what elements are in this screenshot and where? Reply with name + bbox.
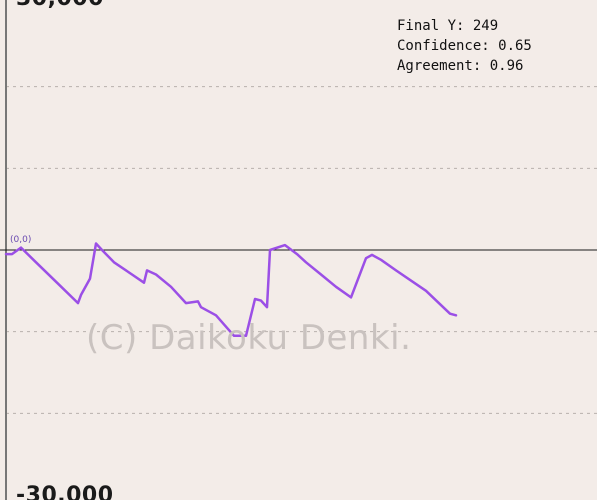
y-tick-label-bottom: -30,000 — [16, 483, 114, 500]
reference-line-label: (0,0) — [10, 235, 32, 245]
readout-panel: Final Y: 249 Confidence: 0.65 Agreement:… — [397, 16, 532, 76]
agreement-readout: Agreement: 0.96 — [397, 58, 524, 74]
grid-lines — [6, 86, 597, 414]
watermark-text: (C) Daikoku Denki. — [86, 318, 412, 358]
y-tick-label-top: 30,000 — [16, 0, 104, 11]
confidence-readout: Confidence: 0.65 — [397, 38, 532, 54]
series-line — [4, 242, 458, 338]
final-y-readout: Final Y: 249 — [397, 18, 499, 34]
